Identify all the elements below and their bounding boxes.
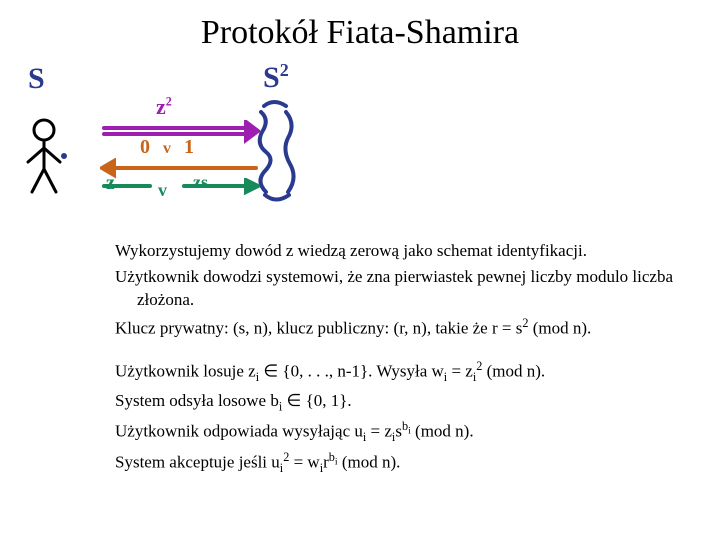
para-3: Klucz prywatny: (s, n), klucz publiczny:… [115,315,690,340]
para-4: Użytkownik losuje zi ∈ {0, . . ., n-1}. … [115,358,690,385]
dot-icon [61,153,67,159]
arrow-right-bot [100,178,260,198]
protocol-diagram: S S2 z2 [28,62,348,232]
para-7: System akceptuje jeśli ui2 = wirbi (mod … [115,449,690,476]
label-s2: S2 [263,60,289,95]
server-icon [256,92,316,222]
para-2: Użytkownik dowodzi systemowi, że zna pie… [115,266,690,311]
page-title: Protokół Fiata-Shamira [0,0,720,56]
para-1: Wykorzystujemy dowód z wiedzą zerową jak… [115,240,690,262]
label-0or1: 0 v 1 [140,136,196,159]
description-text: Wykorzystujemy dowód z wiedzą zerową jak… [115,240,690,481]
label-z2: z2 [156,94,172,120]
para-6: Użytkownik odpowiada wysyłając ui = zisb… [115,418,690,445]
para-5: System odsyła losowe bi ∈ {0, 1}. [115,390,690,415]
label-s: S [28,62,45,96]
user-icon [22,114,82,204]
arrow-left-mid [100,158,260,180]
